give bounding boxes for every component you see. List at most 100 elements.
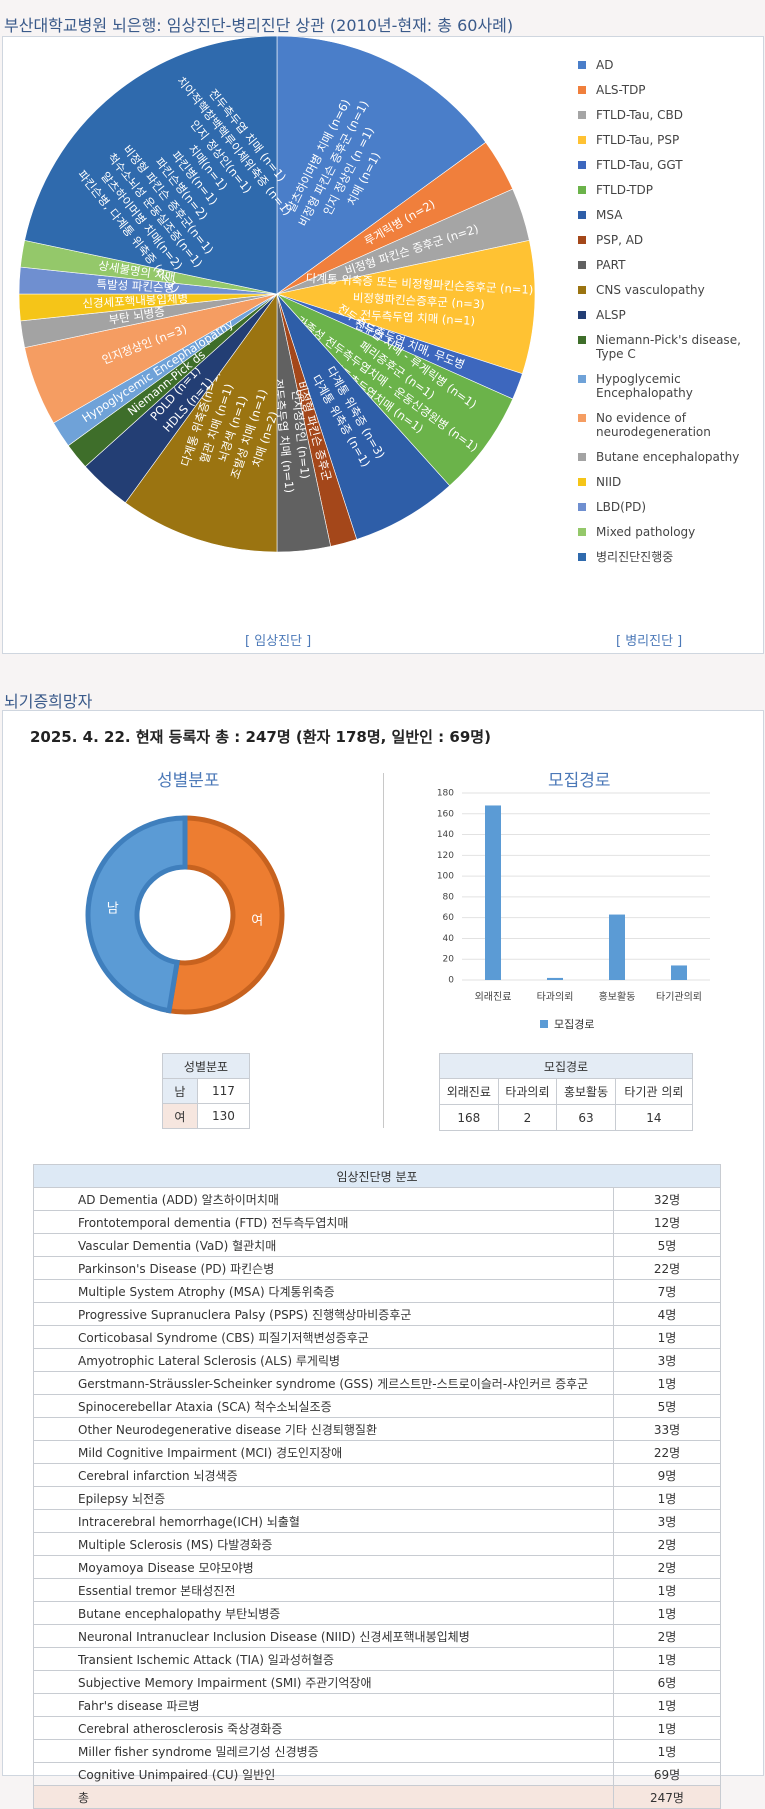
diagnosis-name: Cerebral infarction 뇌경색증: [33, 1463, 614, 1487]
pie-slice: [276, 36, 487, 295]
diagnosis-name: AD Dementia (ADD) 알츠하이머치매: [33, 1187, 614, 1211]
diagnosis-name: Miller fisher syndrome 밀레르기성 신경병증: [33, 1739, 614, 1763]
caption-pathology: [ 병리진단 ]: [616, 634, 683, 649]
y-tick-label: 100: [437, 872, 454, 882]
section-title-donors: 뇌기증희망자: [4, 692, 93, 711]
table-row: Subjective Memory Impairment (SMI) 주관기억장…: [33, 1670, 721, 1694]
diagnosis-name: Corticobasal Syndrome (CBS) 피질기저핵변성증후군: [33, 1325, 614, 1349]
diagnosis-name: Intracerebral hemorrhage(ICH) 뇌출혈: [33, 1509, 614, 1533]
legend-label: MSA: [596, 208, 623, 222]
diagnosis-name: Cognitive Unimpaired (CU) 일반인: [33, 1762, 614, 1786]
diagnosis-count: 2명: [613, 1555, 721, 1579]
table-row: Moyamoya Disease 모야모야병 2명: [33, 1555, 721, 1579]
diagnosis-count: 9명: [613, 1463, 721, 1487]
legend-swatch: [578, 161, 586, 169]
legend-item: NIID: [578, 475, 758, 489]
diagnosis-count: 2명: [613, 1624, 721, 1648]
legend-label: AD: [596, 58, 614, 72]
legend-label: LBD(PD): [596, 500, 646, 514]
diagnosis-count: 1명: [613, 1716, 721, 1740]
legend-swatch: [578, 375, 586, 383]
diagnosis-count: 7명: [613, 1279, 721, 1303]
sex-label: 여: [162, 1103, 198, 1129]
table-row: Essential tremor 본태성진전 1명: [33, 1578, 721, 1602]
diagnosis-count: 1명: [613, 1647, 721, 1671]
sex-value: 130: [196, 1103, 251, 1129]
legend-label: 모집경로: [554, 1018, 594, 1031]
diagnosis-name: Subjective Memory Impairment (SMI) 주관기억장…: [33, 1670, 614, 1694]
diagnosis-name: Epilepsy 뇌전증: [33, 1486, 614, 1510]
y-tick-label: 160: [437, 809, 454, 819]
donut-label: 남: [107, 902, 119, 917]
bar: [485, 805, 501, 980]
legend-item: Hypoglycemic Encephalopathy: [578, 372, 758, 400]
diagnosis-count: 69명: [613, 1762, 721, 1786]
diagnosis-name: Other Neurodegenerative disease 기타 신경퇴행질…: [33, 1417, 614, 1441]
diagnosis-name: Transient Ischemic Attack (TIA) 일과성허혈증: [33, 1647, 614, 1671]
diagnosis-name: Essential tremor 본태성진전: [33, 1578, 614, 1602]
recruit-chart-title: 모집경로: [548, 771, 611, 791]
y-tick-label: 20: [443, 955, 455, 965]
legend-swatch: [578, 111, 586, 119]
x-tick-label: 외래진료: [475, 991, 512, 1003]
table-row: Cerebral atherosclerosis 죽상경화증 1명: [33, 1716, 721, 1740]
diagnosis-count: 32명: [613, 1187, 721, 1211]
recruit-bar-chart: 0 20 40 60 80 100 120 140 160 180 외래진료 타과의뢰 홍보활동 타기관의…: [437, 789, 710, 1031]
slice-label: 신경세포핵내봉입체병: [82, 291, 188, 311]
legend-label: ALS-TDP: [596, 83, 646, 97]
table-row: Multiple Sclerosis (MS) 다발경화증 2명: [33, 1532, 721, 1556]
legend-label: 병리진단진행중: [596, 550, 674, 564]
legend-swatch: [578, 336, 586, 344]
legend-swatch: [578, 503, 586, 511]
table-row: Parkinson's Disease (PD) 파킨슨병 22명: [33, 1256, 721, 1280]
page-title: 부산대학교병원 뇌은행: 임상진단-병리진단 상관 (2010년-현재: 총 6…: [4, 16, 514, 35]
legend-label: NIID: [596, 475, 622, 489]
legend-label: FTLD-Tau, PSP: [596, 133, 680, 147]
table-row: Other Neurodegenerative disease 기타 신경퇴행질…: [33, 1417, 721, 1441]
bar: [609, 914, 625, 980]
sex-table-header: 성별분포: [162, 1053, 250, 1079]
recruit-value: 168: [439, 1104, 499, 1131]
diagnosis-count: 1명: [613, 1486, 721, 1510]
divider: [383, 773, 384, 1128]
diagnosis-name: Multiple Sclerosis (MS) 다발경화증: [33, 1532, 614, 1556]
y-tick-label: 60: [443, 913, 455, 923]
pathology-legend: AD ALS-TDP FTLD-Tau, CBD FTLD-Tau, PSP FTLD-…: [578, 58, 758, 575]
legend-swatch: [578, 86, 586, 94]
recruit-column: 홍보활동: [556, 1078, 616, 1105]
legend-label: FTLD-TDP: [596, 183, 653, 197]
diagnosis-count: 22명: [613, 1256, 721, 1280]
diagnosis-name: Multiple System Atrophy (MSA) 다계통위축증: [33, 1279, 614, 1303]
diagnosis-table-header: 임상진단명 분포: [33, 1164, 721, 1188]
legend-label: Niemann-Pick's disease, Type C: [596, 333, 741, 361]
table-row: Spinocerebellar Ataxia (SCA) 척수소뇌실조증 5명: [33, 1394, 721, 1418]
pathology-pie-chart: 알츠하이머병 치매 (n=6)비정형 파킨슨 증후군 (n=1)인지 정상인 (…: [18, 36, 536, 553]
caption-clinical: [ 임상진단 ]: [245, 634, 312, 649]
sex-value: 117: [196, 1078, 251, 1104]
legend-swatch: [578, 311, 586, 319]
legend-item: No evidence of neurodegeneration: [578, 411, 758, 439]
legend-swatch: [578, 414, 586, 422]
recruit-column: 타기관 의뢰: [614, 1078, 694, 1105]
table-row: Corticobasal Syndrome (CBS) 피질기저핵변성증후군 1명: [33, 1325, 721, 1349]
diagnosis-table: 임상진단명 분포 AD Dementia (ADD) 알츠하이머치매 32명 Fro…: [33, 1164, 721, 1809]
legend-item: ALS-TDP: [578, 83, 758, 97]
legend-label: Butane encephalopathy: [596, 450, 740, 464]
table-row: 외래진료 타과의뢰 홍보활동 타기관 의뢰: [439, 1078, 694, 1105]
table-row: Amyotrophic Lateral Sclerosis (ALS) 루게릭병…: [33, 1348, 721, 1372]
x-tick-label: 홍보활동: [599, 990, 636, 1003]
legend-label: Hypoglycemic Encephalopathy: [596, 372, 693, 400]
recruit-column: 외래진료: [439, 1078, 499, 1105]
legend-label: ALSP: [596, 308, 626, 322]
sex-table: 성별분포 남 117 여 130: [162, 1053, 251, 1129]
sex-donut-chart: 여남: [85, 815, 285, 1015]
sex-label: 남: [162, 1078, 198, 1104]
diagnosis-name: Amyotrophic Lateral Sclerosis (ALS) 루게릭병: [33, 1348, 614, 1372]
registration-summary: 2025. 4. 22. 현재 등록자 총 : 247명 (환자 178명, 일…: [30, 728, 491, 746]
legend-swatch: [578, 61, 586, 69]
legend-swatch: [578, 236, 586, 244]
table-row: 168 2 63 14: [439, 1104, 694, 1131]
diagnosis-count: 1명: [613, 1325, 721, 1349]
legend-item: PART: [578, 258, 758, 272]
legend-swatch: [540, 1020, 548, 1028]
